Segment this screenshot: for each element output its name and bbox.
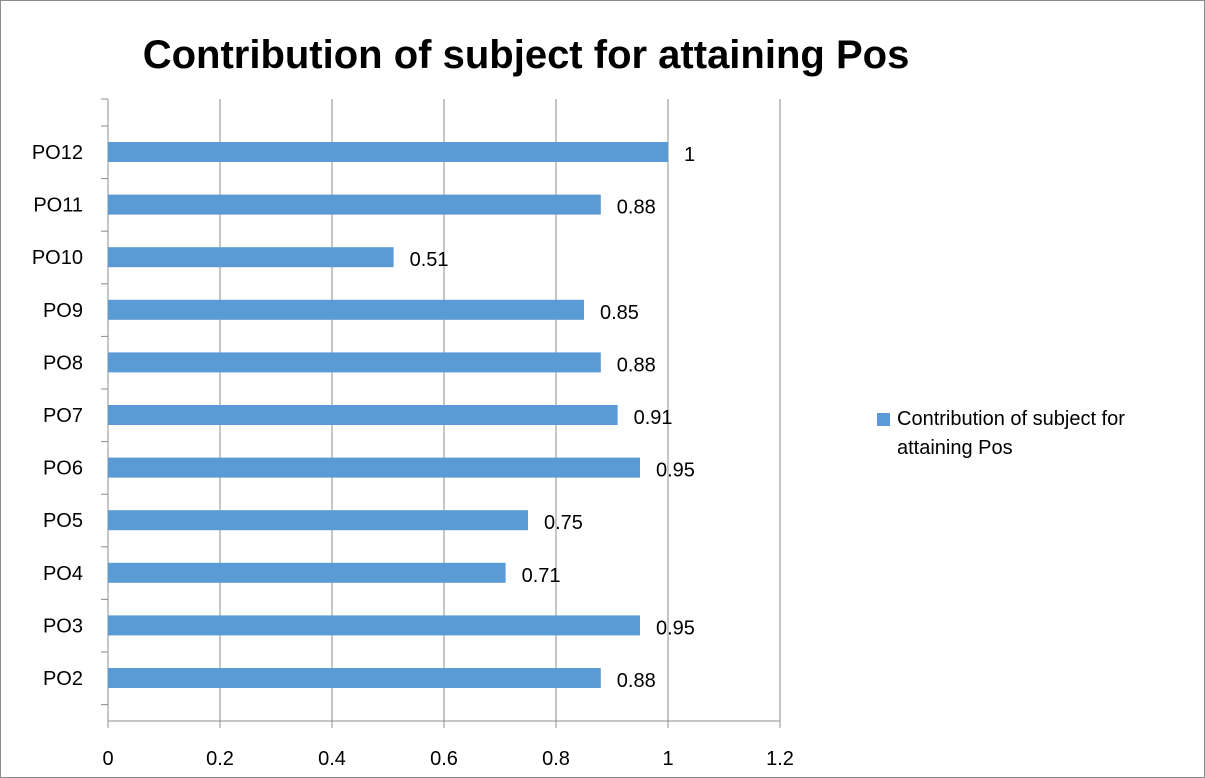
- data-label: 0.85: [600, 302, 639, 324]
- category-label: PO9: [43, 300, 83, 322]
- data-label: 0.88: [617, 670, 656, 692]
- x-tick-label: 0.4: [318, 748, 346, 770]
- x-tick-label: 1.2: [766, 748, 794, 770]
- bar: [108, 668, 601, 688]
- data-label: 0.88: [617, 354, 656, 376]
- data-label: 0.75: [544, 512, 583, 534]
- bar: [108, 510, 528, 531]
- data-label: 0.91: [634, 407, 673, 429]
- x-tick-label: 0.6: [430, 748, 458, 770]
- bar: [108, 405, 618, 425]
- category-label: PO11: [33, 195, 83, 217]
- category-label: PO8: [43, 352, 83, 374]
- category-label: PO10: [32, 247, 83, 269]
- data-label: 1: [684, 144, 695, 166]
- legend-swatch: [877, 413, 890, 426]
- data-label: 0.71: [522, 565, 561, 587]
- category-label: PO3: [43, 615, 83, 637]
- chart-title: Contribution of subject for attaining Po…: [142, 33, 910, 77]
- category-label: PO5: [43, 510, 83, 532]
- bar: [108, 194, 601, 215]
- category-label: PO4: [43, 563, 83, 585]
- legend: Contribution of subject for attaining Po…: [877, 405, 1197, 463]
- bar: [108, 457, 640, 478]
- category-label: PO7: [43, 405, 83, 427]
- bar: [108, 352, 601, 373]
- bar: [108, 299, 584, 320]
- bars: [108, 142, 668, 688]
- bar: [108, 562, 506, 583]
- legend-label: Contribution of subject for attaining Po…: [897, 408, 1125, 459]
- data-label: 0.88: [617, 197, 656, 219]
- x-tick-label: 0.8: [542, 748, 570, 770]
- data-label: 0.51: [410, 249, 449, 271]
- x-tick-label: 0: [102, 748, 113, 770]
- data-label: 0.95: [656, 460, 695, 482]
- bar: [108, 247, 394, 268]
- labels: 0 0.2 0.4 0.6 0.8 1 1.2 PO12 1 PO11 0.88 PO10 0.51 PO…: [32, 142, 794, 770]
- bar: [108, 615, 640, 636]
- data-label: 0.95: [656, 617, 695, 639]
- category-label: PO6: [43, 458, 83, 480]
- category-label: PO12: [32, 142, 83, 164]
- category-label: PO2: [43, 668, 83, 690]
- x-tick-label: 1: [662, 748, 673, 770]
- x-tick-label: 0.2: [206, 748, 234, 770]
- bar: [108, 142, 668, 162]
